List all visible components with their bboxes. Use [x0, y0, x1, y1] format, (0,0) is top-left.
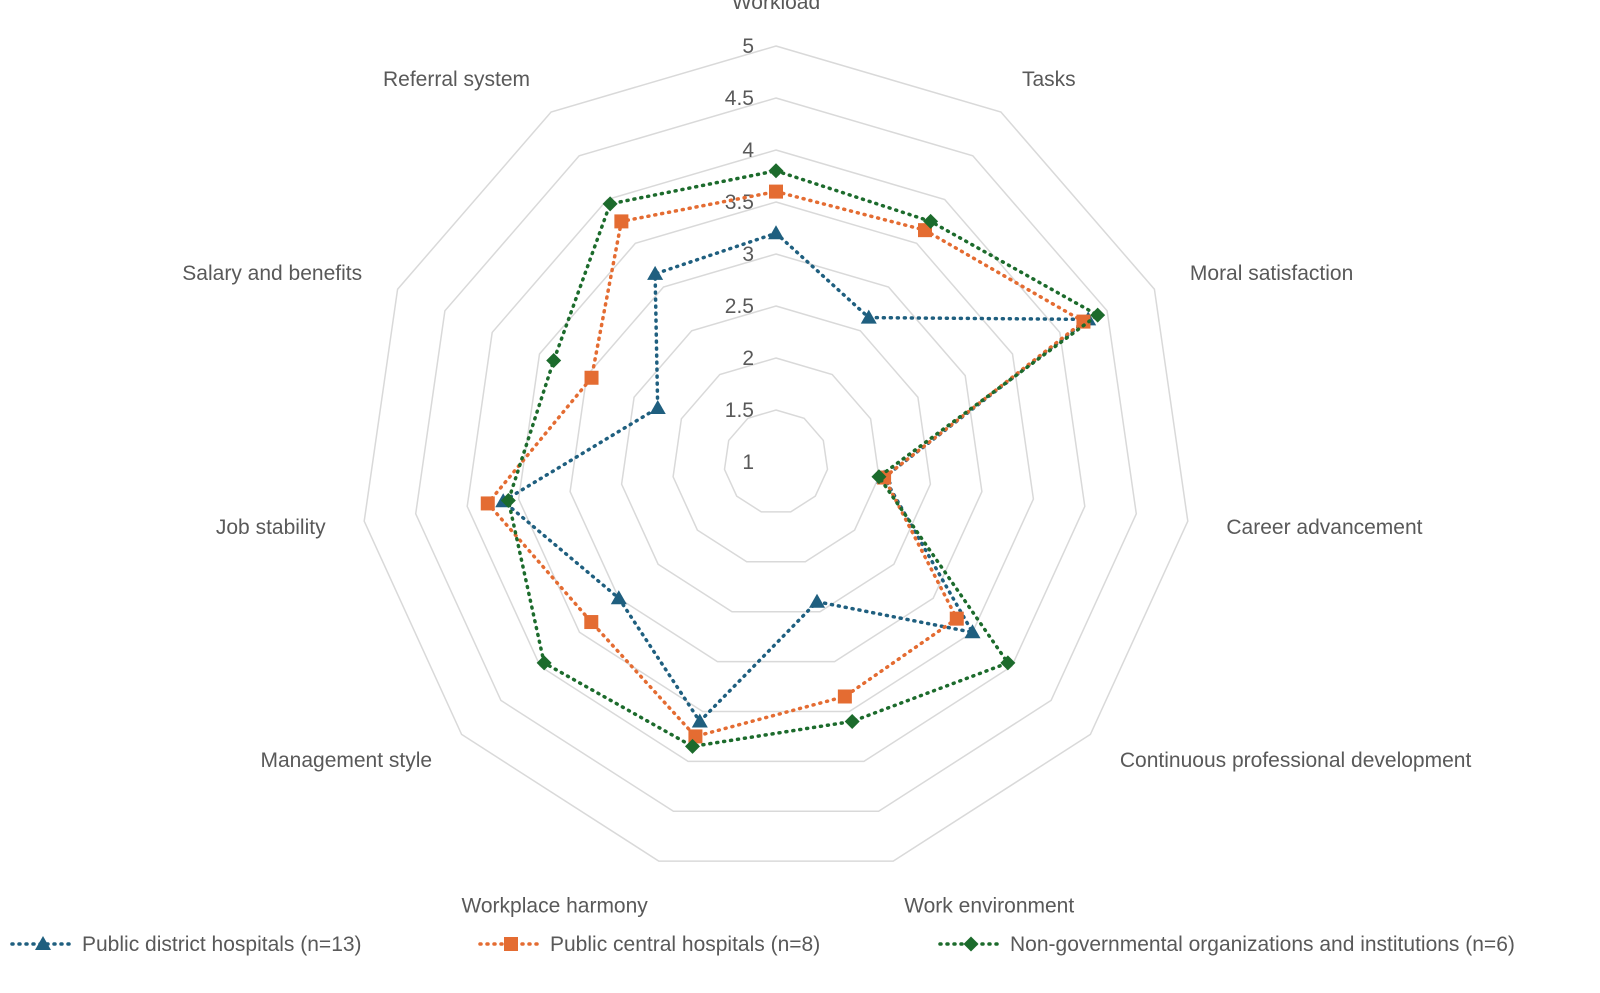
legend-marker-diamond: [963, 936, 979, 952]
grid-ring-3: [672, 357, 880, 563]
axis-label-workload: Workload: [732, 0, 820, 14]
data-point-square: [614, 214, 629, 229]
grid-ring-9: [363, 45, 1189, 862]
tick-label: 1.5: [725, 399, 754, 422]
axis-label-tasks: Tasks: [1022, 68, 1076, 91]
data-point-diamond: [1090, 307, 1106, 323]
data-point-square: [769, 184, 783, 199]
grid-ring-8: [414, 97, 1138, 813]
axis-label-work-environment: Work environment: [904, 895, 1074, 918]
data-point-triangle: [964, 624, 981, 639]
data-point-square: [584, 615, 599, 630]
data-point-diamond: [871, 469, 887, 485]
legend-label: Public district hospitals (n=13): [82, 933, 362, 956]
data-point-triangle: [768, 225, 784, 240]
legend-entry-3: Non-governmental organizations and insti…: [938, 933, 1515, 956]
data-point-diamond: [844, 713, 860, 729]
data-point-triangle: [649, 399, 666, 414]
series-line-2: [486, 189, 1086, 739]
radial-tick-labels: 1 1.5 2 2.5 3 3.5 4 4.5 5: [725, 35, 755, 474]
legend-entry-2: Public central hospitals (n=8): [478, 933, 820, 956]
axis-label-continuous-professional-development: Continuous professional development: [1120, 749, 1472, 772]
legend-marker-square: [504, 937, 518, 951]
grid-ring-6: [517, 201, 1035, 713]
data-point-square: [480, 496, 495, 511]
grid-ring-5: [569, 253, 983, 663]
axis-label-referral-system: Referral system: [383, 68, 530, 91]
axis-label-job-stability: Job stability: [216, 516, 326, 539]
legend-entry-1: Public district hospitals (n=13): [10, 933, 362, 956]
grid-ring-2: [723, 409, 829, 513]
grid-ring-4: [620, 305, 932, 613]
grid-ring-7: [466, 149, 1086, 763]
tick-label: 3: [742, 243, 754, 266]
category-axis-labels: Workload Tasks Moral satisfaction Career ad…: [182, 0, 1471, 918]
legend-label: Public central hospitals (n=8): [550, 933, 820, 956]
axis-label-salary-and-benefits: Salary and benefits: [182, 262, 362, 285]
axis-label-workplace-harmony: Workplace harmony: [461, 895, 648, 918]
series-3: [500, 163, 1106, 754]
legend-marker-triangle: [35, 936, 51, 950]
series-line-1: [501, 231, 1090, 724]
data-point-triangle: [809, 593, 826, 608]
axis-label-management-style: Management style: [261, 749, 433, 772]
tick-label: 5: [742, 35, 754, 58]
axis-label-career-advancement: Career advancement: [1226, 516, 1422, 539]
tick-label: 1: [742, 451, 754, 474]
series-2: [480, 184, 1091, 744]
data-point-diamond: [500, 492, 516, 508]
tick-label: 2: [742, 347, 754, 370]
data-point-diamond: [923, 213, 939, 229]
data-point-diamond: [684, 738, 700, 754]
legend-label: Non-governmental organizations and insti…: [1010, 933, 1515, 956]
tick-label: 4: [742, 139, 754, 162]
data-point-diamond: [602, 196, 618, 212]
data-point-diamond: [768, 163, 784, 179]
data-point-diamond: [536, 655, 552, 671]
tick-label: 2.5: [725, 295, 754, 318]
data-point-triangle: [610, 590, 627, 605]
data-point-square: [584, 370, 599, 385]
radar-grid: [363, 45, 1189, 862]
tick-label: 4.5: [725, 87, 754, 110]
data-point-triangle: [647, 265, 664, 280]
tick-label: 3.5: [725, 191, 754, 214]
data-point-triangle: [691, 713, 708, 728]
axis-label-moral-satisfaction: Moral satisfaction: [1190, 262, 1353, 285]
data-point-square: [837, 689, 852, 704]
legend: Public district hospitals (n=13) Public c…: [10, 933, 1515, 956]
data-point-diamond: [546, 352, 562, 368]
series-plot-area: [480, 163, 1106, 754]
data-point-square: [1076, 314, 1091, 329]
data-point-triangle: [860, 309, 877, 324]
series-line-3: [506, 169, 1100, 749]
data-point-square: [949, 611, 964, 626]
data-point-diamond: [1000, 655, 1016, 671]
